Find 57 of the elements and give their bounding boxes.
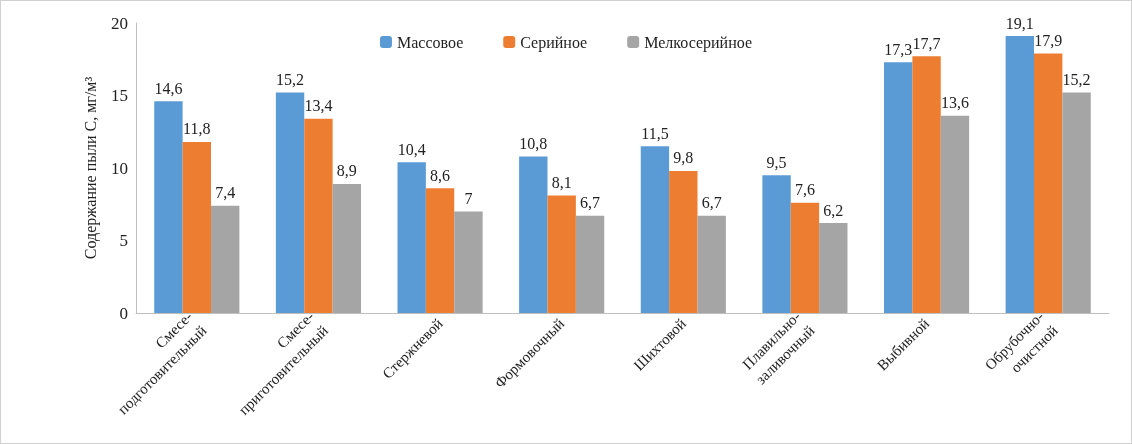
bar [640,146,670,313]
data-label: 11,5 [641,124,669,142]
data-label: 7 [464,190,473,207]
y-tick-label: 10 [111,158,128,178]
bar [275,92,305,313]
data-label: 15,2 [276,71,305,89]
data-label: 10,8 [519,134,548,152]
legend-label: Серийное [520,33,588,52]
data-label: 6,2 [823,201,844,219]
bar [304,118,333,313]
y-axis-title: Содержание пыли С, мг/м³ [81,76,100,260]
data-label: 9,8 [673,149,694,167]
data-label: 8,9 [336,162,357,180]
bar [182,141,211,313]
bar [912,56,941,313]
bar [669,170,698,313]
data-label: 19,1 [1005,14,1034,32]
data-label: 6,7 [580,194,601,212]
y-tick-label: 15 [111,86,128,105]
bar [1062,92,1091,313]
bar [790,202,820,313]
bar [425,188,455,313]
bar [819,223,848,313]
bar [940,115,970,313]
bar [519,156,548,313]
legend-label: Массовое [396,33,464,51]
data-label: 17,7 [912,34,941,52]
data-label: 8,1 [551,174,572,192]
bar [762,175,791,313]
data-label: 10,4 [397,140,426,158]
bar [575,215,605,313]
data-label: 9,5 [766,153,787,171]
data-label: 13,6 [940,94,969,112]
bar [1005,36,1034,313]
bar [211,205,240,313]
data-label: 17,3 [884,40,913,58]
bar [697,215,726,313]
y-tick-label: 0 [119,303,128,323]
bar [454,211,483,313]
data-label: 13,4 [304,97,333,115]
data-label: 7,4 [215,184,236,202]
bar [332,183,362,313]
bar [397,162,426,313]
y-tick-label: 5 [119,231,128,250]
data-label: 7,6 [794,181,815,199]
data-label: 14,6 [154,79,183,97]
data-label: 17,9 [1034,31,1063,49]
data-label: 8,6 [430,166,451,184]
data-label: 11,8 [183,120,211,138]
bar [1034,53,1063,313]
bar [883,62,913,313]
data-label: 15,2 [1062,71,1091,89]
y-tick-label: 20 [111,13,128,33]
legend-label: Мелкосерийное [644,33,753,52]
bar [547,195,576,313]
bar [154,101,183,313]
data-label: 6,7 [701,194,722,212]
